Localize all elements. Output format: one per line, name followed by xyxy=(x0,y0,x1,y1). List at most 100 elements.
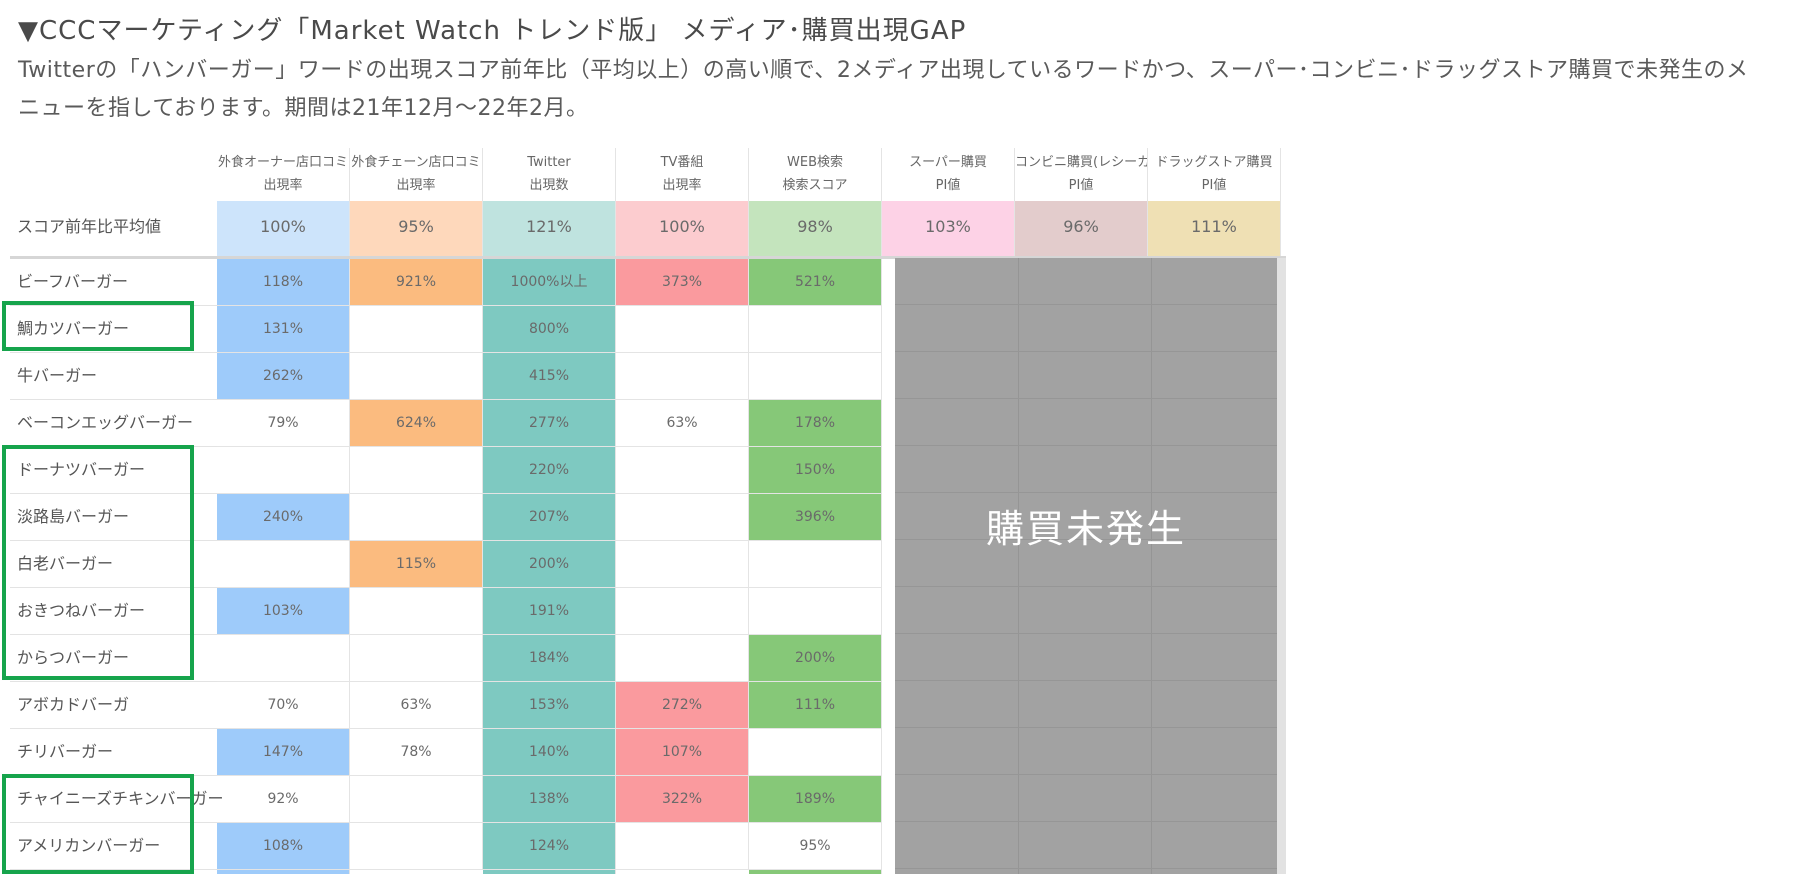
twitter-count-cell: 153% xyxy=(483,682,616,729)
web-score-cell xyxy=(749,588,882,635)
owner-rate-cell xyxy=(217,447,350,494)
column-header-name: コンビニ購買(レシーカ) xyxy=(1015,155,1147,170)
column-header-name: ドラッグストア購買 xyxy=(1155,155,1273,170)
twitter-count-cell: 191% xyxy=(483,588,616,635)
column-header-owner-reviews: 外食オーナー店口コミ 出現率 xyxy=(217,148,350,201)
chain-rate-cell: 78% xyxy=(350,729,483,776)
row-label: からつバーガー xyxy=(10,635,217,682)
tv-rate-cell: 63% xyxy=(616,400,749,447)
table-row: チャイニーズチキンバーガー 92% 138% 322% 189% xyxy=(10,776,1286,823)
gap-row-line xyxy=(895,821,1277,822)
column-header-name: Twitter xyxy=(527,155,571,170)
twitter-count-cell: 1000%以上 xyxy=(483,259,616,306)
gap-row-line xyxy=(895,586,1277,587)
owner-rate-cell: 240% xyxy=(217,494,350,541)
average-divider xyxy=(10,256,1286,259)
column-header-metric: PI値 xyxy=(935,178,961,193)
owner-rate-cell xyxy=(217,870,350,874)
table-row: ベーコンエッグバーガー 79% 624% 277% 63% 178% xyxy=(10,400,1286,447)
row-label: おきつねバーガー xyxy=(10,588,217,635)
tv-rate-cell xyxy=(616,588,749,635)
column-header-tv: TV番組 出現率 xyxy=(616,148,749,201)
tv-rate-cell: 373% xyxy=(616,259,749,306)
average-cell: 103% xyxy=(882,201,1015,256)
table-row: おきつねバーガー 103% 191% xyxy=(10,588,1286,635)
column-header-twitter: Twitter 出現数 xyxy=(483,148,616,201)
column-header-metric: 出現率 xyxy=(662,178,702,193)
tv-rate-cell: 272% xyxy=(616,682,749,729)
table-row: アボカドバーガ 70% 63% 153% 272% 111% xyxy=(10,682,1286,729)
chain-rate-cell: 115% xyxy=(350,541,483,588)
row-label: 淡路島バーガー xyxy=(10,494,217,541)
web-score-cell: 111% xyxy=(749,682,882,729)
chain-rate-cell: 921% xyxy=(350,259,483,306)
column-header-drugstore: ドラッグストア購買 PI値 xyxy=(1148,148,1281,201)
twitter-count-cell: 207% xyxy=(483,494,616,541)
twitter-count-cell: 200% xyxy=(483,541,616,588)
column-header-name: 外食オーナー店口コミ xyxy=(217,155,348,170)
average-row: スコア前年比平均値 100% 95% 121% 100% 98% 103% 96… xyxy=(10,201,1286,256)
purchase-gap-label: 購買未発生 xyxy=(985,507,1186,551)
chain-rate-cell xyxy=(350,588,483,635)
column-header-name: 外食チェーン店口コミ xyxy=(351,155,481,170)
twitter-count-cell: 140% xyxy=(483,729,616,776)
column-header-metric: PI値 xyxy=(1201,178,1227,193)
average-cell: 95% xyxy=(350,201,483,256)
twitter-count-cell: 415% xyxy=(483,353,616,400)
tv-rate-cell xyxy=(616,353,749,400)
twitter-count-cell: 124% xyxy=(483,823,616,870)
row-label: ビーフバーガー xyxy=(10,259,217,306)
twitter-count-cell xyxy=(483,870,616,874)
owner-rate-cell: 108% xyxy=(217,823,350,870)
column-header-metric: PI値 xyxy=(1068,178,1094,193)
gap-row-line xyxy=(895,868,1277,869)
gap-row-line xyxy=(895,539,1277,540)
column-header-name: WEB検索 xyxy=(787,155,843,170)
table-row: 白老バーガー 115% 200% xyxy=(10,541,1286,588)
web-score-cell xyxy=(749,541,882,588)
row-label: 牛バーガー xyxy=(10,353,217,400)
twitter-count-cell: 184% xyxy=(483,635,616,682)
owner-rate-cell: 147% xyxy=(217,729,350,776)
chain-rate-cell xyxy=(350,494,483,541)
web-score-cell xyxy=(749,870,882,874)
table-row: ビーフバーガー 118% 921% 1000%以上 373% 521% xyxy=(10,259,1286,306)
table-row: チリバーガー 147% 78% 140% 107% xyxy=(10,729,1286,776)
chain-rate-cell xyxy=(350,823,483,870)
gap-divider xyxy=(1018,258,1019,874)
table-row: 鯛カツバーガー 131% 800% xyxy=(10,306,1286,353)
row-label: 白老バーガー xyxy=(10,541,217,588)
owner-rate-cell: 92% xyxy=(217,776,350,823)
row-label: 鯛カツバーガー xyxy=(10,306,217,353)
owner-rate-cell: 79% xyxy=(217,400,350,447)
page-title: ▼CCCマーケティング「Market Watch トレンド版」 メディア･購買出… xyxy=(18,16,967,46)
owner-rate-cell: 103% xyxy=(217,588,350,635)
web-score-cell: 200% xyxy=(749,635,882,682)
average-cell: 96% xyxy=(1015,201,1148,256)
column-header-supermarket: スーパー購買 PI値 xyxy=(882,148,1015,201)
web-score-cell xyxy=(749,353,882,400)
average-cell: 100% xyxy=(217,201,350,256)
twitter-count-cell: 220% xyxy=(483,447,616,494)
average-cell: 121% xyxy=(483,201,616,256)
column-header-chain-reviews: 外食チェーン店口コミ 出現率 xyxy=(350,148,483,201)
chain-rate-cell: 63% xyxy=(350,682,483,729)
column-header-metric: 出現率 xyxy=(263,178,303,193)
tv-rate-cell xyxy=(616,823,749,870)
highlight-box xyxy=(2,445,194,680)
table-row-partial xyxy=(10,870,1286,874)
tv-rate-cell xyxy=(616,494,749,541)
column-header-convenience: コンビニ購買(レシーカ) PI値 xyxy=(1015,148,1148,201)
twitter-count-cell: 277% xyxy=(483,400,616,447)
chain-rate-cell xyxy=(350,635,483,682)
web-score-cell xyxy=(749,729,882,776)
page-description: Twitterの「ハンバーガー」ワードの出現スコア前年比（平均以上）の高い順で、… xyxy=(18,58,1749,121)
highlight-box xyxy=(2,774,194,874)
web-score-cell: 396% xyxy=(749,494,882,541)
average-cell: 98% xyxy=(749,201,882,256)
gap-row-line xyxy=(895,304,1277,305)
table-row: からつバーガー 184% 200% xyxy=(10,635,1286,682)
table-row: 牛バーガー 262% 415% xyxy=(10,353,1286,400)
table-row: ドーナツバーガー 220% 150% xyxy=(10,447,1286,494)
table-row: 淡路島バーガー 240% 207% 396% xyxy=(10,494,1286,541)
